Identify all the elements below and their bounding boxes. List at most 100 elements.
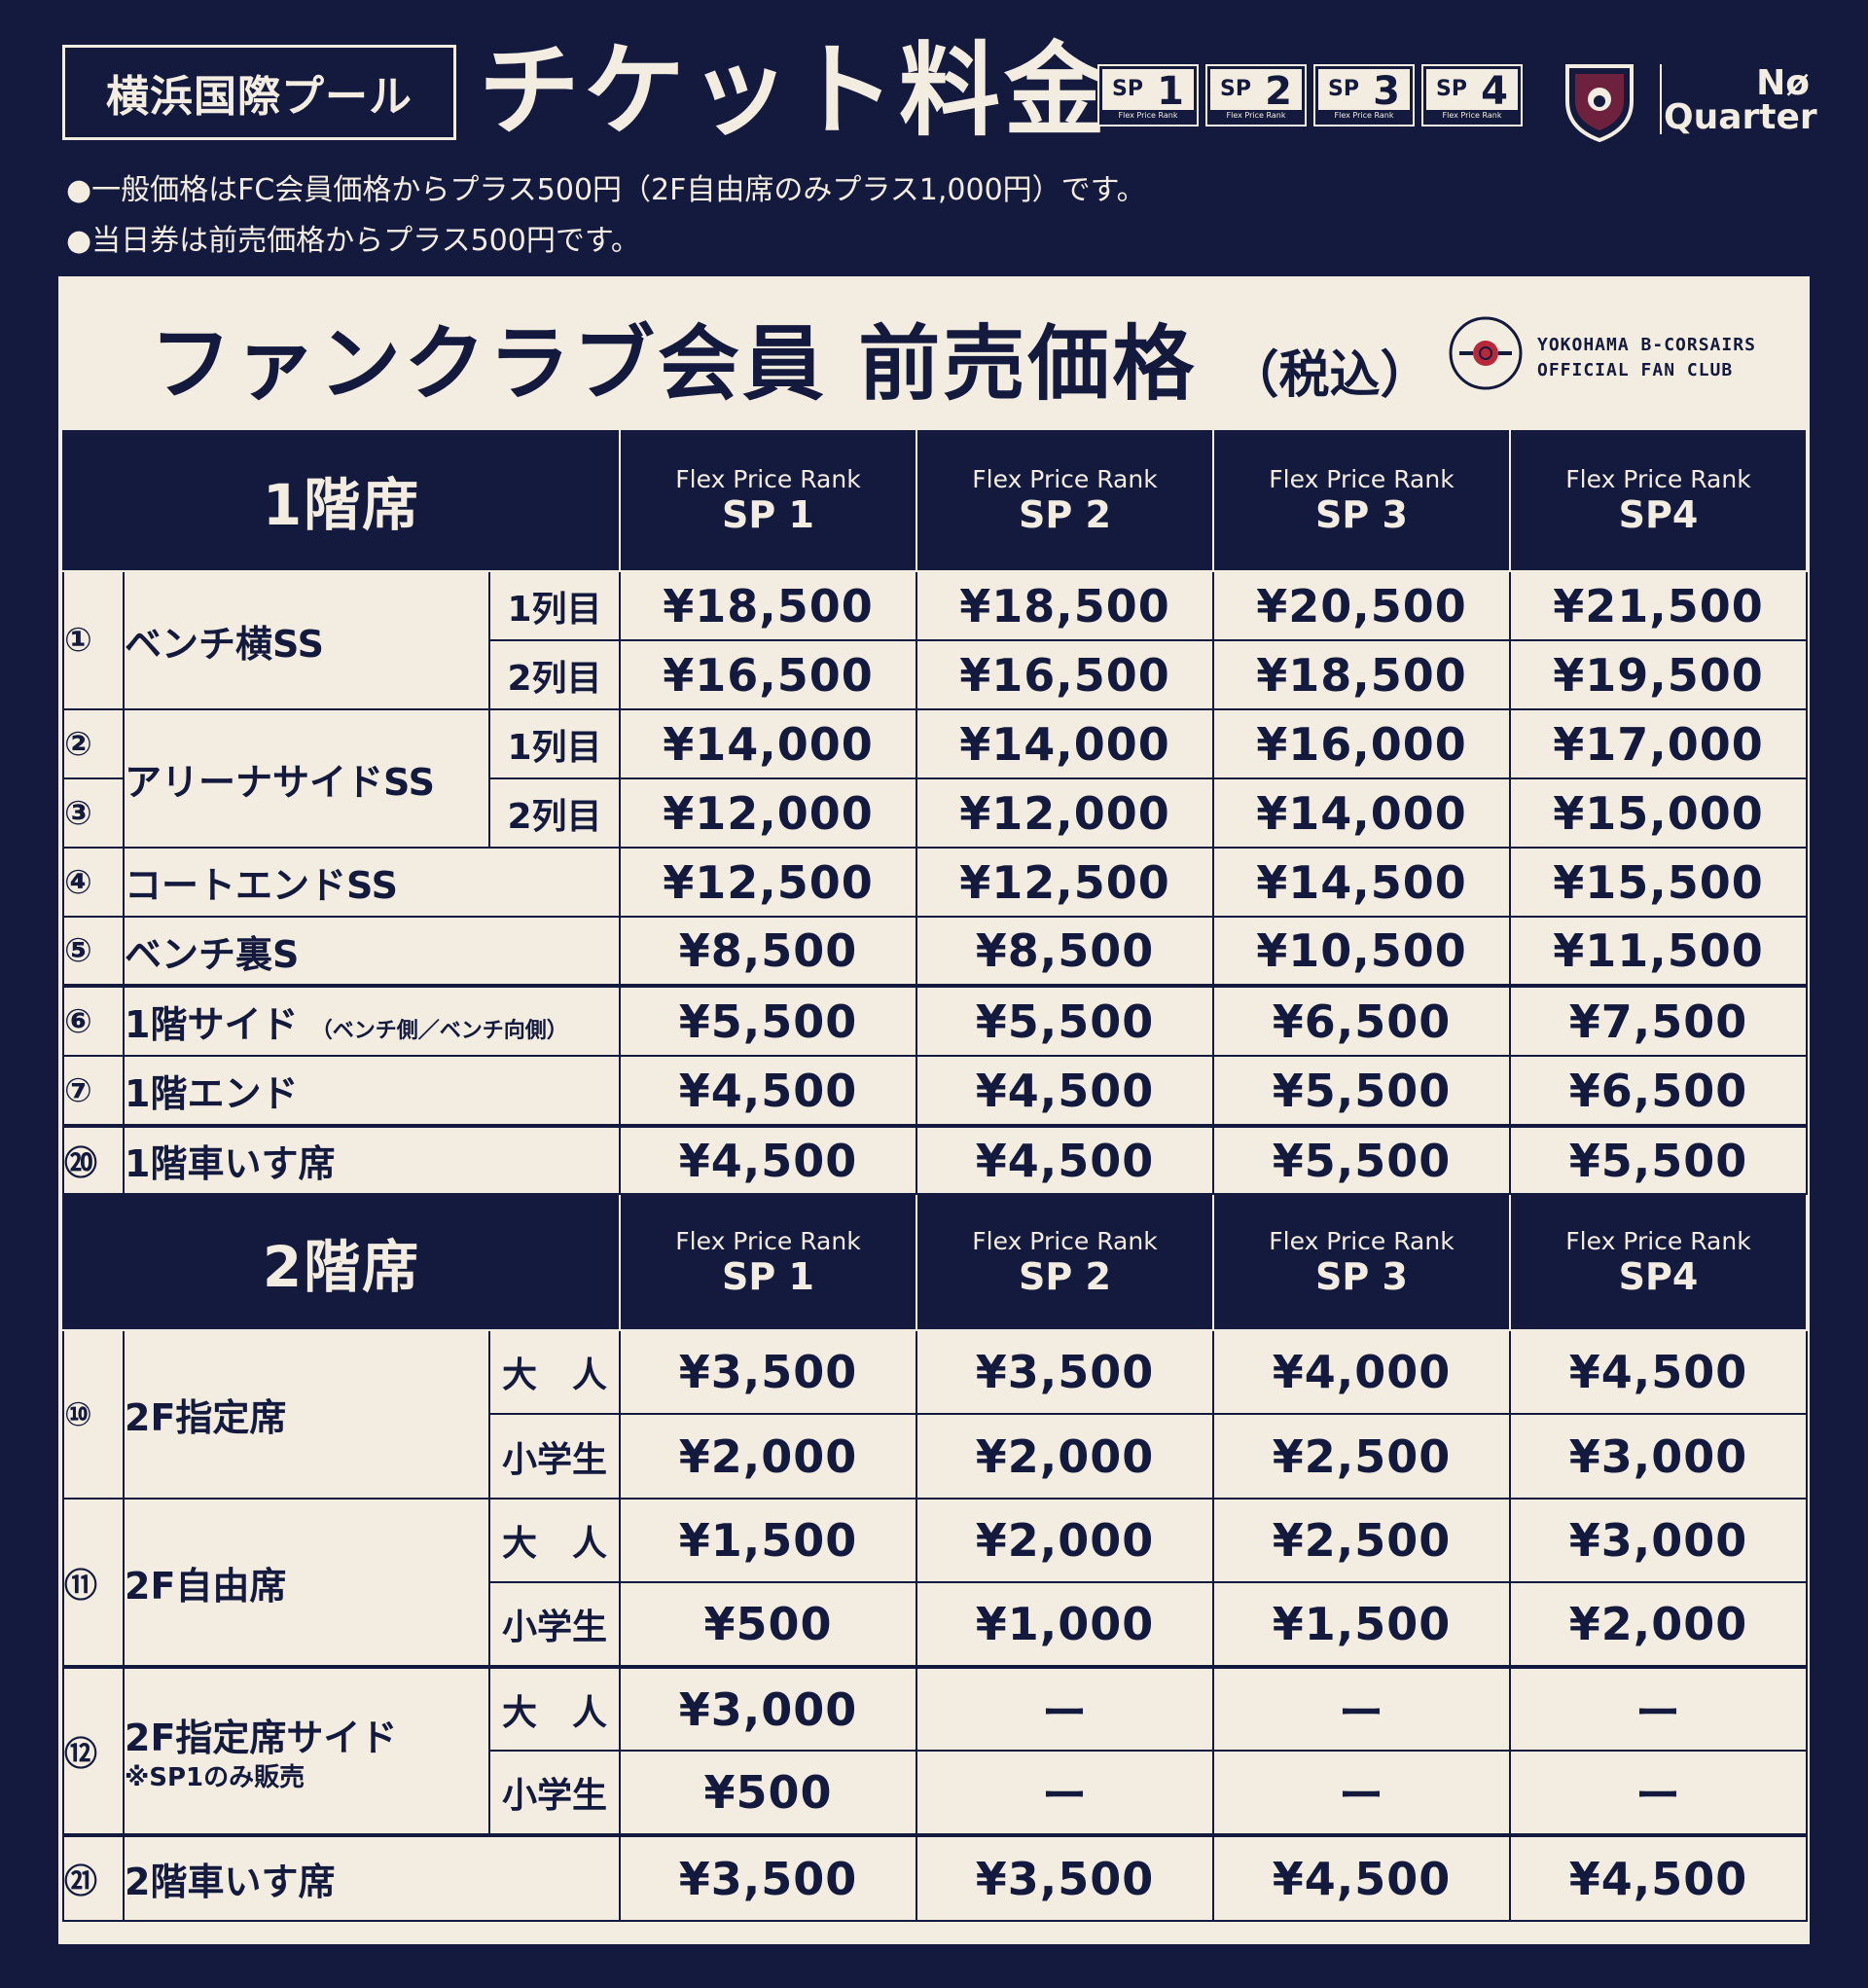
price-sp2: ー [916,1750,1214,1836]
seat-row: 1列目 [488,570,621,641]
price-sp4: ¥5,500 [1509,1124,1808,1195]
sp-badge-prefix: SP [1112,77,1143,101]
price-sp2: ¥8,500 [916,916,1214,987]
price-sp1: ¥3,500 [619,1833,917,1922]
col-header-sp1: Flex Price Rank SP 1 [619,428,917,572]
price-sp4: ー [1509,1750,1808,1836]
seat-name: 2F指定席 [123,1329,490,1500]
price-sp3: ¥2,500 [1212,1498,1511,1583]
seat-name: 1階エンド [123,1055,621,1127]
col-header-sp4: Flex Price Rank SP4 [1509,428,1808,572]
price-sp3: ¥5,500 [1212,1124,1511,1195]
sp-badge-caption: Flex Price Rank [1318,110,1410,122]
sp-badge-1: SP 1 Flex Price Rank [1097,64,1199,127]
price-sp3: ¥2,500 [1212,1413,1511,1500]
seat-row: 1列目 [488,708,621,779]
price-sp1: ¥16,500 [619,639,917,710]
price-sp2: ¥2,000 [916,1413,1214,1500]
table-row: ⑳ 1階車いす席 ¥4,500 ¥4,500 ¥5,500 ¥5,500 [62,1124,1808,1195]
sp-badge-prefix: SP [1328,77,1359,101]
seat-number: ⑤ [62,916,125,987]
seat-number: ⑳ [62,1124,125,1195]
price-sp3: ¥1,500 [1212,1581,1511,1668]
table-row: ㉑ 2階車いす席 ¥3,500 ¥3,500 ¥4,500 ¥4,500 [62,1833,1808,1922]
price-sp4: ¥15,000 [1509,777,1808,849]
table-row: ② アリーナサイドSS 1列目 ¥14,000 ¥14,000 ¥16,000 … [62,708,1808,849]
table-row: ③ 2列目 ¥12,000 ¥12,000 ¥14,000 ¥15,000 [62,777,1808,849]
price-sp2: ¥14,000 [916,708,1214,779]
price-sp4: ¥11,500 [1509,916,1808,987]
seat-number: ⑦ [62,1055,125,1127]
price-sp3: ¥10,500 [1212,916,1511,987]
price-sp1: ¥1,500 [619,1498,917,1583]
panel-title-main: ファンクラブ会員 前売価格 [150,316,1198,412]
price-sp2: ¥2,000 [916,1498,1214,1583]
seat-row: 2列目 [488,777,621,849]
price-sp2: ¥1,000 [916,1581,1214,1668]
seat-name: 2F自由席 [123,1498,490,1668]
price-sp2: ¥5,500 [916,984,1214,1057]
table-row: ① ベンチ横SS 1列目 ¥18,500 ¥18,500 ¥20,500 ¥21… [62,570,1808,710]
price-sp2: ¥16,500 [916,639,1214,710]
seat-row: 大 人 [488,1665,621,1752]
price-sp3: ¥5,500 [1212,1055,1511,1127]
table-row: ④ コートエンドSS ¥12,500 ¥12,500 ¥14,500 ¥15,5… [62,847,1808,918]
seat-name: ベンチ裏S [123,916,621,987]
seat-number: ⑩ [62,1329,125,1500]
floor2-label: 2階席 [62,1193,621,1331]
brand-line2: Quarter [1664,97,1817,137]
note-same-day: ●当日券は前売価格からプラス500円です。 [66,224,640,258]
logo-divider [1660,64,1662,134]
price-sp2: ¥3,500 [916,1833,1214,1922]
col-header-sp3: Flex Price Rank SP 3 [1212,1193,1511,1331]
table-row: ⑥ 1階サイド （ベンチ側／ベンチ向側） ¥5,500 ¥5,500 ¥6,50… [62,984,1808,1057]
price-sp4: ¥4,500 [1509,1329,1808,1415]
price-sp2: ¥3,500 [916,1329,1214,1415]
brand-logo: Nø Quarter [1664,66,1817,137]
fan-club-line2: OFFICIAL FAN CLUB [1537,360,1734,380]
price-sp1: ¥4,500 [619,1124,917,1195]
price-sp2: ¥12,500 [916,847,1214,918]
price-sp4: ¥3,000 [1509,1413,1808,1500]
price-sp4: ¥15,500 [1509,847,1808,918]
price-sp4: ¥4,500 [1509,1833,1808,1922]
price-sp1: ¥2,000 [619,1413,917,1500]
seat-row: 大 人 [488,1329,621,1415]
table-row: 2列目 ¥16,500 ¥16,500 ¥18,500 ¥19,500 [63,639,1808,710]
price-sp1: ¥4,500 [619,1055,917,1127]
seat-number: ⑪ [62,1498,125,1668]
price-sp2: ¥12,000 [916,777,1214,849]
venue-label: 横浜国際プール [62,45,456,140]
seat-name: アリーナサイドSS [123,708,490,849]
seat-number: ② [62,708,125,779]
seat-name: 2F指定席サイド ※SP1のみ販売 [123,1665,490,1836]
price-sp1: ¥3,000 [619,1665,917,1752]
price-sp1: ¥3,500 [619,1329,917,1415]
price-sp4: ¥19,500 [1509,639,1808,710]
note-general-price: ●一般価格はFC会員価格からプラス500円（2F自由席のみプラス1,000円）で… [66,173,1146,207]
sp-badge-caption: Flex Price Rank [1210,110,1302,122]
price-sp4: ¥21,500 [1509,570,1808,641]
price-sp3: ¥14,500 [1212,847,1511,918]
sp-badge-2: SP 2 Flex Price Rank [1205,64,1307,127]
price-sp2: ¥4,500 [916,1055,1214,1127]
table-row: ⑫ 2F指定席サイド ※SP1のみ販売 大 人 ¥3,000 ー ー ー [62,1665,1808,1836]
price-table: 1階席 Flex Price Rank SP 1 Flex Price Rank S… [62,428,1808,1922]
price-sp2: ¥18,500 [916,570,1214,641]
price-sp3: ¥16,000 [1212,708,1511,779]
sp-badge-number: 3 [1373,69,1400,114]
sp-badge-number: 1 [1157,69,1184,114]
notes: ●一般価格はFC会員価格からプラス500円（2F自由席のみプラス1,000円）で… [66,165,1146,267]
table-row: ⑤ ベンチ裏S ¥8,500 ¥8,500 ¥10,500 ¥11,500 [62,916,1808,987]
price-sp4: ¥3,000 [1509,1498,1808,1583]
floor2-header-row: 2階席 Flex Price Rank SP 1 Flex Price Rank S… [62,1193,1808,1331]
fan-club-name: YOKOHAMA B-CORSAIRS OFFICIAL FAN CLUB [1537,333,1756,383]
seat-name: 2階車いす席 [123,1833,621,1922]
fan-club-logo-icon [1449,316,1523,390]
sp-badge-number: 4 [1481,69,1508,114]
price-sp3: ¥14,000 [1212,777,1511,849]
sp-badge-prefix: SP [1220,77,1251,101]
seat-row: 2列目 [488,639,621,710]
price-sp1: ¥500 [619,1750,917,1836]
panel-title: ファンクラブ会員 前売価格 （税込） [150,315,1431,424]
